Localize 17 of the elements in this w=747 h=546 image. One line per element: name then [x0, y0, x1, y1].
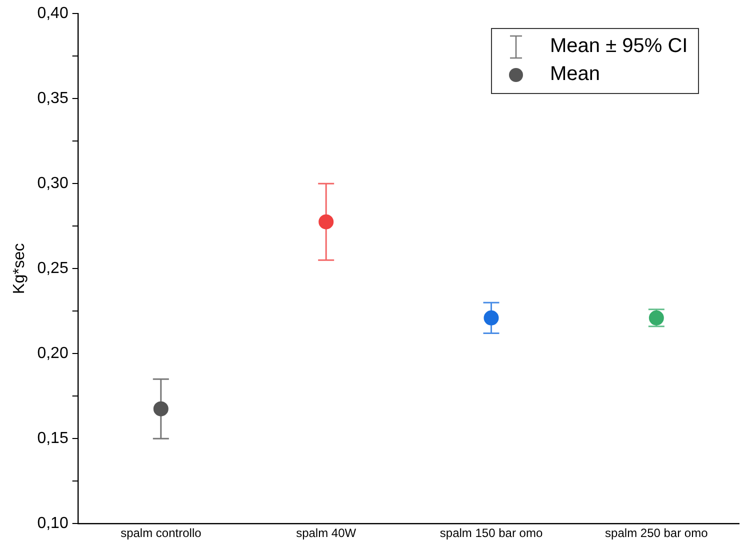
- x-tick-label: spalm controllo: [120, 526, 202, 540]
- point: [318, 214, 334, 230]
- x-tick-label: spalm 40W: [296, 526, 357, 540]
- annotation: Mean ± 95% CI: [550, 35, 688, 58]
- legend-label: Mean: [550, 63, 600, 86]
- y-tick-label: 0,40: [37, 5, 68, 22]
- x-tick-label: spalm 250 bar omo: [605, 526, 708, 540]
- y-tick-label: 0,35: [37, 90, 68, 108]
- y-axis-title: Kg*sec: [11, 243, 28, 294]
- point: [484, 310, 499, 326]
- point: [153, 401, 168, 416]
- y-tick-label: 0,30: [37, 175, 68, 192]
- y-tick-label: 0,15: [37, 430, 68, 448]
- x-tick-label: spalm 150 bar omo: [440, 526, 543, 540]
- y-tick-label: 0,20: [37, 345, 68, 362]
- y-tick-label: 0,25: [37, 260, 68, 278]
- y-tick-label: 0,10: [37, 515, 68, 532]
